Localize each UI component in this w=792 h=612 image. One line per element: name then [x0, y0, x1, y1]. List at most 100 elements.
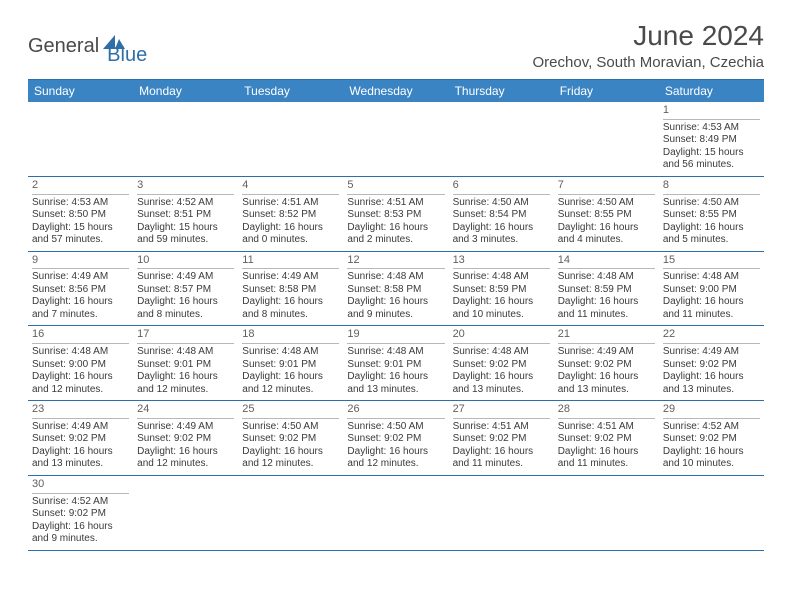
sunrise-line: Sunrise: 4:48 AM — [558, 271, 655, 284]
day-number: 27 — [453, 403, 550, 419]
sunrise-line: Sunrise: 4:51 AM — [558, 421, 655, 434]
calendar-cell: 27Sunrise: 4:51 AMSunset: 9:02 PMDayligh… — [449, 401, 554, 476]
calendar: SundayMondayTuesdayWednesdayThursdayFrid… — [28, 79, 764, 551]
sunrise-line: Sunrise: 4:48 AM — [347, 271, 444, 284]
calendar-cell: 12Sunrise: 4:48 AMSunset: 8:58 PMDayligh… — [343, 252, 448, 327]
calendar-cell: 18Sunrise: 4:48 AMSunset: 9:01 PMDayligh… — [238, 326, 343, 401]
calendar-cell: 26Sunrise: 4:50 AMSunset: 9:02 PMDayligh… — [343, 401, 448, 476]
daylight-line: Daylight: 16 hours and 13 minutes. — [32, 446, 129, 471]
day-number: 1 — [663, 104, 760, 120]
calendar-cell: 17Sunrise: 4:48 AMSunset: 9:01 PMDayligh… — [133, 326, 238, 401]
sunset-line: Sunset: 9:02 PM — [32, 508, 129, 521]
day-number: 29 — [663, 403, 760, 419]
daylight-line: Daylight: 16 hours and 5 minutes. — [663, 222, 760, 247]
calendar-cell: 10Sunrise: 4:49 AMSunset: 8:57 PMDayligh… — [133, 252, 238, 327]
day-number: 26 — [347, 403, 444, 419]
sunrise-line: Sunrise: 4:48 AM — [32, 346, 129, 359]
day-number: 5 — [347, 179, 444, 195]
calendar-cell: 7Sunrise: 4:50 AMSunset: 8:55 PMDaylight… — [554, 177, 659, 252]
sunrise-line: Sunrise: 4:50 AM — [663, 197, 760, 210]
calendar-cell-empty — [554, 476, 659, 551]
sunset-line: Sunset: 9:02 PM — [663, 359, 760, 372]
day-header: Sunday — [28, 80, 133, 102]
sunset-line: Sunset: 9:01 PM — [242, 359, 339, 372]
sunrise-line: Sunrise: 4:48 AM — [347, 346, 444, 359]
sunset-line: Sunset: 8:50 PM — [32, 209, 129, 222]
day-number: 3 — [137, 179, 234, 195]
sunrise-line: Sunrise: 4:48 AM — [663, 271, 760, 284]
daylight-line: Daylight: 16 hours and 12 minutes. — [32, 371, 129, 396]
calendar-cell: 3Sunrise: 4:52 AMSunset: 8:51 PMDaylight… — [133, 177, 238, 252]
daylight-line: Daylight: 16 hours and 11 minutes. — [453, 446, 550, 471]
day-number: 22 — [663, 328, 760, 344]
sunset-line: Sunset: 8:59 PM — [453, 284, 550, 297]
daylight-line: Daylight: 16 hours and 13 minutes. — [347, 371, 444, 396]
daylight-line: Daylight: 16 hours and 8 minutes. — [137, 296, 234, 321]
calendar-cell-empty — [133, 476, 238, 551]
sunset-line: Sunset: 9:02 PM — [558, 433, 655, 446]
calendar-cell: 28Sunrise: 4:51 AMSunset: 9:02 PMDayligh… — [554, 401, 659, 476]
header: General Blue June 2024 Orechov, South Mo… — [28, 20, 764, 71]
sunset-line: Sunset: 9:02 PM — [347, 433, 444, 446]
daylight-line: Daylight: 15 hours and 56 minutes. — [663, 147, 760, 172]
day-number: 21 — [558, 328, 655, 344]
calendar-cell-empty — [449, 476, 554, 551]
sunset-line: Sunset: 9:00 PM — [32, 359, 129, 372]
sunrise-line: Sunrise: 4:49 AM — [242, 271, 339, 284]
day-number: 4 — [242, 179, 339, 195]
day-header: Saturday — [659, 80, 764, 102]
daylight-line: Daylight: 16 hours and 13 minutes. — [453, 371, 550, 396]
calendar-cell: 29Sunrise: 4:52 AMSunset: 9:02 PMDayligh… — [659, 401, 764, 476]
day-number: 25 — [242, 403, 339, 419]
sunset-line: Sunset: 8:54 PM — [453, 209, 550, 222]
sunset-line: Sunset: 8:58 PM — [242, 284, 339, 297]
daylight-line: Daylight: 16 hours and 12 minutes. — [347, 446, 444, 471]
day-header: Wednesday — [343, 80, 448, 102]
calendar-cell: 20Sunrise: 4:48 AMSunset: 9:02 PMDayligh… — [449, 326, 554, 401]
sunset-line: Sunset: 9:02 PM — [453, 359, 550, 372]
calendar-cell: 19Sunrise: 4:48 AMSunset: 9:01 PMDayligh… — [343, 326, 448, 401]
daylight-line: Daylight: 16 hours and 11 minutes. — [558, 296, 655, 321]
calendar-cell: 11Sunrise: 4:49 AMSunset: 8:58 PMDayligh… — [238, 252, 343, 327]
daylight-line: Daylight: 16 hours and 11 minutes. — [663, 296, 760, 321]
day-number: 19 — [347, 328, 444, 344]
sunrise-line: Sunrise: 4:50 AM — [558, 197, 655, 210]
logo: General Blue — [28, 26, 147, 67]
logo-text-blue: Blue — [107, 44, 147, 67]
sunrise-line: Sunrise: 4:48 AM — [137, 346, 234, 359]
sunrise-line: Sunrise: 4:51 AM — [347, 197, 444, 210]
calendar-cell: 5Sunrise: 4:51 AMSunset: 8:53 PMDaylight… — [343, 177, 448, 252]
daylight-line: Daylight: 15 hours and 57 minutes. — [32, 222, 129, 247]
calendar-cell: 13Sunrise: 4:48 AMSunset: 8:59 PMDayligh… — [449, 252, 554, 327]
logo-text-general: General — [28, 35, 99, 58]
day-number: 12 — [347, 254, 444, 270]
day-number: 30 — [32, 478, 129, 494]
sunrise-line: Sunrise: 4:51 AM — [242, 197, 339, 210]
sunset-line: Sunset: 8:53 PM — [347, 209, 444, 222]
day-header: Monday — [133, 80, 238, 102]
calendar-cell-empty — [28, 102, 133, 177]
day-header: Friday — [554, 80, 659, 102]
daylight-line: Daylight: 16 hours and 7 minutes. — [32, 296, 129, 321]
calendar-cell-empty — [449, 102, 554, 177]
day-number: 8 — [663, 179, 760, 195]
day-number: 14 — [558, 254, 655, 270]
sunset-line: Sunset: 8:57 PM — [137, 284, 234, 297]
sunrise-line: Sunrise: 4:52 AM — [137, 197, 234, 210]
day-number: 13 — [453, 254, 550, 270]
day-number: 6 — [453, 179, 550, 195]
sunset-line: Sunset: 9:02 PM — [32, 433, 129, 446]
daylight-line: Daylight: 16 hours and 11 minutes. — [558, 446, 655, 471]
calendar-cell: 15Sunrise: 4:48 AMSunset: 9:00 PMDayligh… — [659, 252, 764, 327]
daylight-line: Daylight: 16 hours and 9 minutes. — [347, 296, 444, 321]
day-number: 10 — [137, 254, 234, 270]
calendar-cell-empty — [343, 102, 448, 177]
sunrise-line: Sunrise: 4:49 AM — [558, 346, 655, 359]
daylight-line: Daylight: 16 hours and 9 minutes. — [32, 521, 129, 546]
sunrise-line: Sunrise: 4:49 AM — [137, 271, 234, 284]
sunrise-line: Sunrise: 4:51 AM — [453, 421, 550, 434]
calendar-cell: 4Sunrise: 4:51 AMSunset: 8:52 PMDaylight… — [238, 177, 343, 252]
sunset-line: Sunset: 8:55 PM — [558, 209, 655, 222]
daylight-line: Daylight: 16 hours and 0 minutes. — [242, 222, 339, 247]
daylight-line: Daylight: 16 hours and 13 minutes. — [663, 371, 760, 396]
